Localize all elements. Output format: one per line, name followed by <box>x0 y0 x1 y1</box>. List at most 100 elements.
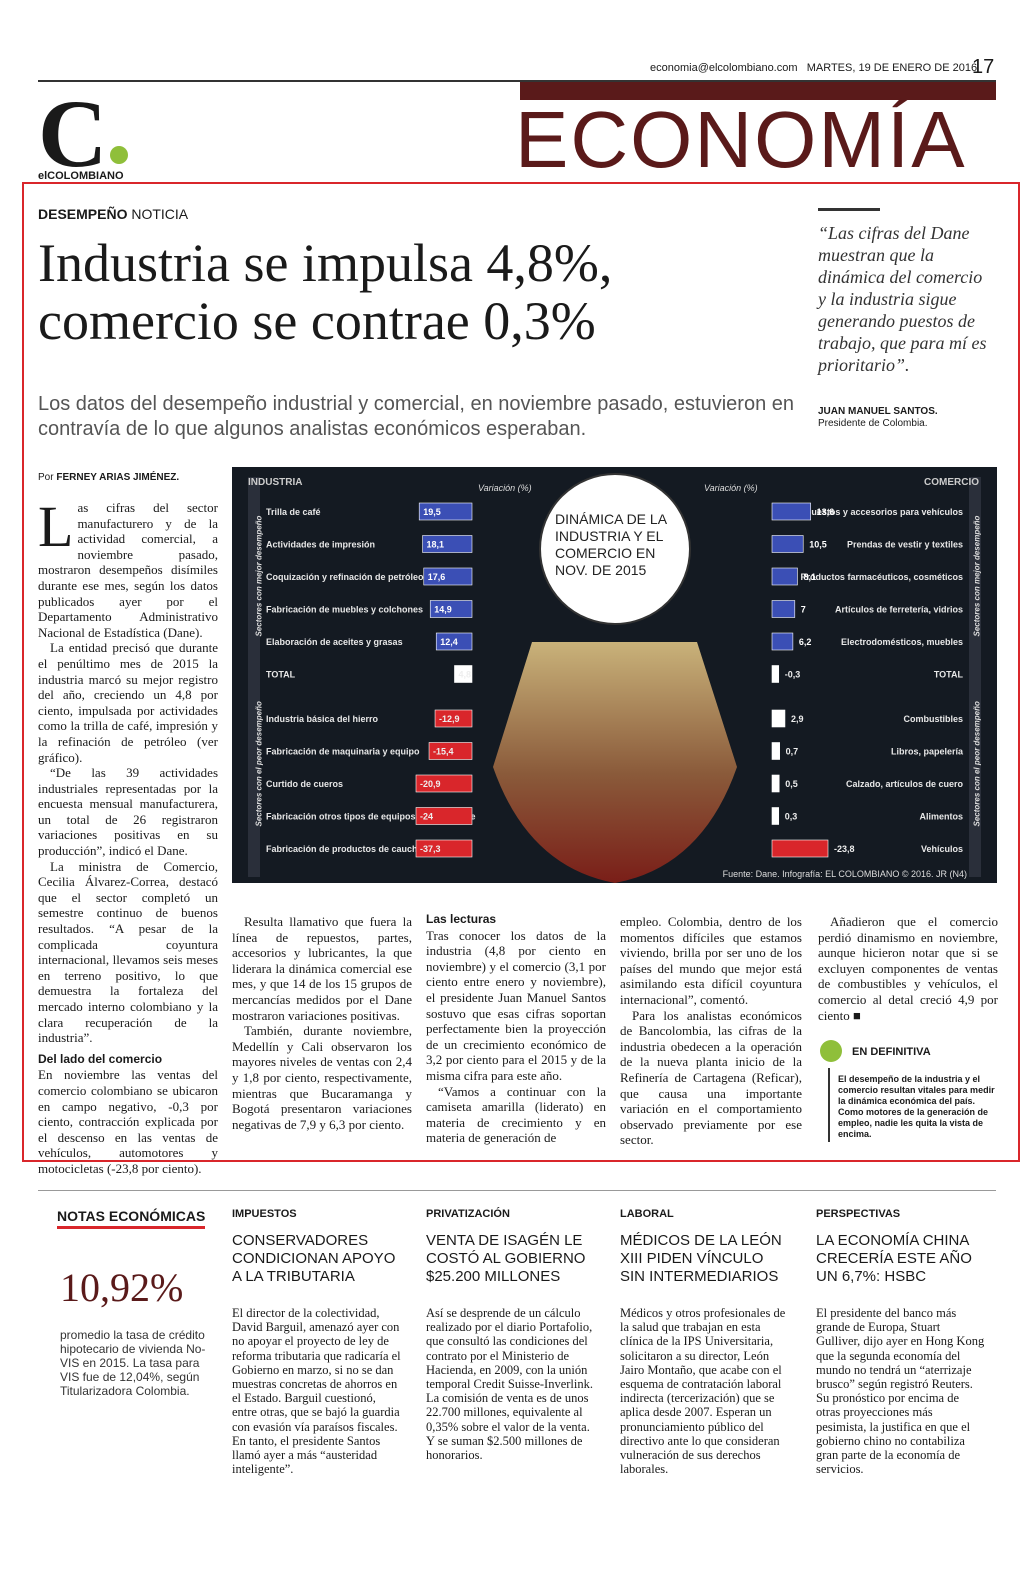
comercio-bar <box>771 535 804 553</box>
industria-label: Coquización y refinación de petróleo <box>266 572 424 582</box>
industria-value-label: -15,4 <box>433 747 454 757</box>
comercio-label: Calzado, artículos de cuero <box>846 779 964 789</box>
industria-label: Fabricación otros tipos de equipos de tr… <box>266 812 476 822</box>
paragraph: Añadieron que el comercio perdió dinamis… <box>818 914 998 1023</box>
industria-bar <box>423 567 473 586</box>
pull-quote: “Las cifras del Dane muestran que la din… <box>818 223 987 375</box>
comercio-bar <box>771 567 798 586</box>
header-bar <box>520 82 996 100</box>
definitiva-title: EN DEFINITIVA <box>852 1046 931 1058</box>
comercio-label: Artículos de ferretería, vidrios <box>835 605 963 615</box>
chart-title: DINÁMICA DE LA INDUSTRIA Y EL COMERCIO E… <box>555 511 667 578</box>
nota-category: IMPUESTOS <box>232 1208 297 1220</box>
comercio-value-label: 6,2 <box>799 637 812 647</box>
paragraph: Para los analistas económicos de Bancolo… <box>620 1007 802 1148</box>
comercio-bar <box>771 600 796 618</box>
industria-value-label: -20,9 <box>420 779 441 789</box>
industria-label: Industria básica del hierro <box>266 714 379 724</box>
industria-bar <box>454 665 473 683</box>
comercio-value-label: 2,9 <box>791 714 804 724</box>
article-column-2: Resulta llamativo que fuera la línea de … <box>232 914 412 1132</box>
nota-column: PERSPECTIVAS LA ECONOMÍA CHINA CRECERÍA … <box>816 1208 986 1476</box>
comercio-label: Repuestos y accesorios para vehículos <box>794 507 963 517</box>
industria-value-label: 19,5 <box>423 507 441 517</box>
ship-illustration <box>493 642 737 883</box>
comercio-value-label: 10,5 <box>809 540 827 550</box>
deck: Los datos del desempeño industrial y com… <box>38 393 794 440</box>
nota-title: VENTA DE ISAGÉN LE COSTÓ AL GOBIERNO $25… <box>426 1232 586 1285</box>
industria-bar <box>415 807 473 825</box>
nota-category: PERSPECTIVAS <box>816 1208 901 1220</box>
subhead: Las lecturas <box>426 912 497 926</box>
industria-label: Elaboración de aceites y grasas <box>266 637 403 647</box>
drop-cap: L <box>38 494 74 559</box>
notas-big-number: 10,92% <box>60 1265 184 1310</box>
nota-category: PRIVATIZACIÓN <box>426 1208 510 1220</box>
comercio-value-label: -0,3 <box>785 670 801 680</box>
notas-title: NOTAS ECONÓMICAS <box>57 1208 206 1229</box>
comercio-value-label: 13,6 <box>817 507 835 517</box>
comercio-label: COMERCIO <box>924 477 979 488</box>
paragraph: Tras conocer los datos de la industria (… <box>426 927 606 1083</box>
industria-label: Actividades de impresión <box>266 540 375 550</box>
nota-column: IMPUESTOS CONSERVADORES CONDICIONAN APOY… <box>232 1208 402 1476</box>
industria-bar <box>418 502 473 521</box>
industria-value-label: 17,6 <box>428 572 446 582</box>
industria-bar <box>429 600 473 618</box>
comercio-label: Vehículos <box>921 844 963 854</box>
comercio-worst-label: Sectores con el peor desempeño <box>972 701 982 827</box>
subhead: Del lado del comercio <box>38 1051 163 1066</box>
comercio-side-band <box>969 477 981 877</box>
quote-author: JUAN MANUEL SANTOS. <box>818 406 938 417</box>
header-email-date: economia@elcolombiano.com MARTES, 19 DE … <box>650 62 978 74</box>
comercio-bar <box>771 632 794 651</box>
comercio-bar <box>771 807 780 825</box>
nota-text: Médicos y otros profesionales de la salu… <box>620 1306 786 1477</box>
comercio-value-label: -23,8 <box>834 844 855 854</box>
industria-label: Fabricación de muebles y colchones <box>266 605 423 615</box>
industria-label: TOTAL <box>266 670 296 680</box>
nota-column: PRIVATIZACIÓN VENTA DE ISAGÉN LE COSTÓ A… <box>426 1208 596 1462</box>
comercio-value-label: 8,1 <box>803 572 816 582</box>
industria-value-label: 12,4 <box>440 637 458 647</box>
industria-side-band <box>248 477 260 877</box>
comercio-label: Electrodomésticos, muebles <box>841 637 963 647</box>
industria-bar <box>422 535 473 553</box>
industria-label: Fabricación de maquinaria y equipo <box>266 747 420 757</box>
comercio-label: TOTAL <box>934 670 964 680</box>
article-column-3: Las lecturas Tras conocer los datos de l… <box>426 912 606 1146</box>
nota-text: El director de la colectividad, David Ba… <box>232 1306 401 1477</box>
nota-title: MÉDICOS DE LA LEÓN XIII PIDEN VÍNCULO SI… <box>620 1232 782 1285</box>
comercio-label: Combustibles <box>903 714 963 724</box>
comercio-bar <box>771 839 829 858</box>
header-rule <box>38 80 996 82</box>
industria-value-label: 4,8 <box>458 670 471 680</box>
headline: Industria se impulsa 4,8%, comercio se c… <box>38 233 613 351</box>
industria-value-label: -37,3 <box>420 844 441 854</box>
industria-label: INDUSTRIA <box>248 477 303 488</box>
industria-worst-label: Sectores con el peor desempeño <box>254 701 264 827</box>
infographic: Trilla de café 19,5 Actividades de impresi… <box>232 467 997 883</box>
nota-category: LABORAL <box>620 1208 674 1220</box>
comercio-value-label: 0,7 <box>786 747 799 757</box>
nota-text: Así se desprende de un cálculo realizado… <box>426 1306 593 1463</box>
article-frame <box>22 182 1020 1162</box>
brand-name: elCOLOMBIANO <box>38 170 124 182</box>
chart-svg: Trilla de café 19,5 Actividades de impresi… <box>248 473 981 883</box>
industria-label: Trilla de café <box>266 507 321 517</box>
industria-bar <box>428 742 473 760</box>
industria-bar <box>435 632 473 651</box>
kicker: DESEMPEÑO NOTICIA <box>38 206 189 222</box>
comercio-bar <box>771 709 786 728</box>
article-column-4: empleo. Colombia, dentro de los momentos… <box>620 914 802 1148</box>
comercio-value-label: 0,5 <box>785 779 798 789</box>
industria-value-label: -24 <box>420 812 433 822</box>
paragraph: empleo. Colombia, dentro de los momentos… <box>620 914 802 1007</box>
comercio-bar <box>771 502 811 521</box>
industria-bar <box>415 774 473 793</box>
comercio-label: Productos farmacéuticos, cosméticos <box>800 572 963 582</box>
comercio-bar <box>771 774 780 793</box>
comercio-value-label: 7 <box>801 605 806 615</box>
comercio-bar <box>771 665 780 683</box>
variation-label-right: Variación (%) <box>704 483 758 493</box>
